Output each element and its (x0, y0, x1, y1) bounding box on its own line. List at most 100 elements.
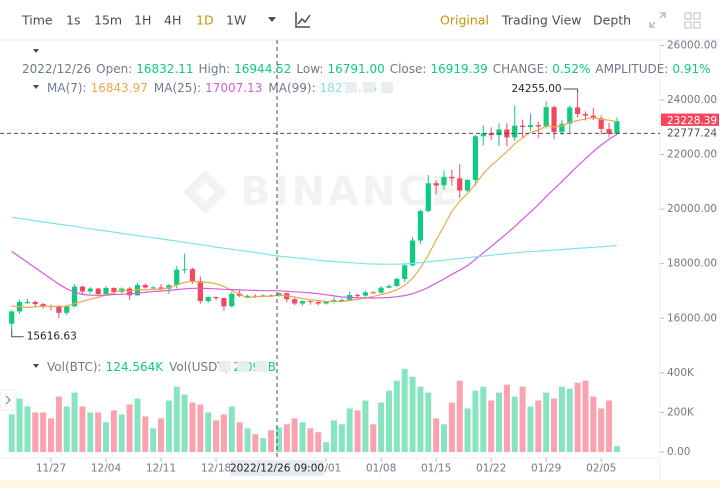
volume-bar (480, 386, 487, 453)
collapse-header[interactable] (33, 49, 39, 53)
volume-bar (228, 406, 235, 453)
y-tick-label: 20000.00 (667, 203, 717, 215)
volume-bar (315, 432, 322, 453)
candle-body (174, 269, 180, 286)
y-tick-label: 16000.00 (667, 312, 717, 324)
vol-setting-icon (219, 361, 231, 372)
volume-bar (283, 424, 290, 453)
candle-body (425, 183, 431, 212)
volume-bar (71, 392, 78, 453)
x-tick-label: 01/15 (421, 463, 451, 475)
ma-setting-icon (381, 82, 393, 93)
layout-icon[interactable] (684, 12, 701, 29)
candle-body (197, 281, 203, 302)
ma-value: 17007.13 (205, 81, 262, 95)
interval-tab[interactable]: 15m (94, 13, 122, 28)
candle-body (394, 278, 400, 287)
header-date: 2022/12/26 (22, 62, 91, 76)
volume-bar (32, 412, 39, 453)
candle-body (9, 311, 15, 324)
volume-bar (330, 420, 337, 453)
header-label: Open: (96, 62, 132, 76)
candle-body (567, 107, 573, 124)
vol-setting-icon (237, 361, 249, 372)
ma-line (11, 116, 618, 309)
interval-tab[interactable]: 1H (134, 13, 151, 28)
header-value: 16919.39 (430, 62, 487, 76)
x-tick-label: 12/11 (146, 463, 176, 475)
volume-bar (393, 380, 400, 453)
volume-bar (118, 414, 125, 453)
collapse-ma[interactable] (33, 85, 39, 89)
candle-body (614, 121, 620, 134)
side-toggle-arrow (5, 395, 11, 405)
candle-body (229, 293, 235, 307)
volume-bar (40, 412, 47, 453)
interval-tab[interactable]: 1W (226, 13, 246, 28)
x-tick-label: 02/05 (586, 463, 616, 475)
candle-body (362, 292, 368, 296)
volume-bar (244, 428, 251, 453)
volume-bar (323, 442, 330, 453)
volume-bar (95, 412, 102, 453)
volume-bar (189, 402, 196, 453)
crosshair-label: 2022/12/26 09:00 (230, 463, 324, 475)
candle-body (464, 179, 471, 191)
ma-name: MA(99): (268, 81, 315, 95)
candle-body (496, 129, 502, 136)
volume-bar (275, 427, 282, 453)
volume-bar (409, 376, 416, 453)
vol-label: Vol(BTC): (47, 360, 102, 374)
view-tab[interactable]: Depth (593, 13, 631, 28)
more-intervals[interactable] (268, 17, 276, 22)
volume-bar (472, 390, 479, 453)
ma-line (11, 216, 617, 265)
y-tick-label: 22000.00 (667, 149, 717, 161)
volume-bar (110, 410, 117, 453)
ma-setting-icon (345, 82, 357, 93)
header-label: Close: (390, 62, 427, 76)
fullscreen-icon[interactable] (649, 12, 666, 28)
volume-bar (519, 386, 526, 453)
volume-bar (574, 382, 581, 453)
view-tab[interactable]: Original (440, 13, 489, 28)
candle-body (520, 125, 526, 128)
collapse-vol[interactable] (33, 364, 39, 368)
indicator-icon[interactable] (295, 12, 311, 28)
volume-bar (268, 430, 275, 453)
header-label: CHANGE: (493, 62, 549, 76)
candle-body (323, 301, 329, 304)
candle-body (205, 296, 211, 302)
volume-bar (606, 400, 613, 453)
view-tab[interactable]: Trading View (501, 13, 582, 28)
interval-tab[interactable]: Time (21, 13, 53, 28)
volume-bar (236, 422, 243, 453)
ma-legend: MA(7):16843.97MA(25):17007.13MA(99):1827… (47, 81, 377, 95)
interval-tab[interactable]: 1D (196, 13, 214, 28)
candle-body (244, 295, 251, 297)
candle-body (527, 125, 534, 128)
candle-body (103, 287, 109, 294)
vol-setting-icon (255, 361, 267, 372)
header-value: 16791.00 (327, 62, 384, 76)
y-tick-label: 18000.00 (667, 258, 717, 270)
volume-bar (103, 422, 110, 453)
watermark: BINANCE (183, 169, 458, 215)
candle-body (150, 287, 156, 289)
y-tick-label: 200K (667, 406, 695, 418)
side-toggle[interactable] (0, 389, 17, 411)
volume-bar (181, 394, 188, 453)
candle-body (111, 287, 117, 292)
candle-body (315, 301, 321, 304)
interval-tab[interactable]: 4H (164, 13, 181, 28)
candle-body (24, 301, 31, 303)
price-marker-label: 22777.24 (667, 127, 717, 139)
ma-line (11, 133, 618, 299)
candle-body (457, 178, 463, 191)
candle-body (339, 299, 345, 301)
volume-bar (590, 396, 597, 453)
volume-bar (63, 406, 70, 453)
volume-bar (252, 434, 259, 453)
volume-bar (401, 368, 408, 453)
interval-tab[interactable]: 1s (66, 13, 80, 28)
